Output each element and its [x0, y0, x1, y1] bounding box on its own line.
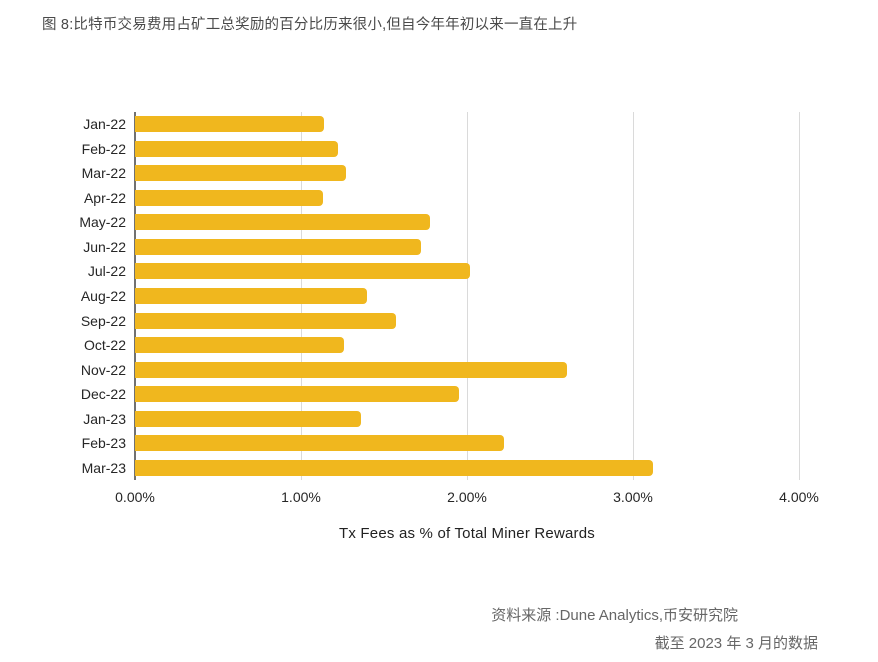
bar-row-Dec-22	[135, 382, 799, 407]
category-label-Feb-23: Feb-23	[81, 435, 126, 452]
bar-row-Mar-23	[135, 455, 799, 480]
x-tick-label-4.00%: 4.00%	[779, 489, 819, 505]
bar-row-Aug-22	[135, 284, 799, 309]
bar-row-Oct-22	[135, 333, 799, 358]
category-label-Jul-22: Jul-22	[87, 263, 126, 280]
gridline-3.00%	[633, 112, 634, 480]
bar-Jul-22	[135, 263, 471, 280]
x-tick-label-1.00%: 1.00%	[281, 489, 321, 505]
bar-Feb-23	[135, 435, 504, 452]
bar-Dec-22	[135, 386, 459, 403]
category-label-Jan-22: Jan-22	[83, 116, 126, 133]
data-cutoff-note: 截至 2023 年 3 月的数据	[654, 635, 818, 652]
bar-Nov-22	[135, 361, 567, 378]
bar-Aug-22	[135, 287, 368, 304]
category-label-Aug-22: Aug-22	[80, 287, 126, 304]
category-label-Jan-23: Jan-23	[83, 410, 126, 427]
bar-row-Jan-23	[135, 406, 799, 431]
bar-Jun-22	[135, 238, 421, 255]
bar-row-Jul-22	[135, 259, 799, 284]
bar-Feb-22	[135, 140, 338, 157]
bar-Mar-22	[135, 165, 346, 182]
bar-row-Sep-22	[135, 308, 799, 333]
category-label-Mar-22: Mar-22	[81, 165, 126, 182]
bar-row-Apr-22	[135, 186, 799, 211]
category-label-Feb-22: Feb-22	[81, 140, 126, 157]
x-tick-label-0.00%: 0.00%	[115, 489, 155, 505]
bar-Sep-22	[135, 312, 396, 329]
bar-chart-plot-area: Jan-22 Feb-22 Mar-22 Apr-22 May-22 Jun-22 Jul-…	[79, 112, 819, 505]
x-axis-label: Tx Fees as % of Total Miner Rewards	[339, 525, 595, 542]
bar-Jan-22	[135, 116, 325, 133]
category-label-Nov-22: Nov-22	[80, 361, 126, 378]
bar-Oct-22	[135, 337, 345, 354]
bar-May-22	[135, 214, 431, 231]
source-attribution: 资料来源 :Dune Analytics,币安研究院	[491, 607, 738, 624]
bar-row-Feb-23	[135, 431, 799, 456]
gridline-4.00%	[799, 112, 800, 480]
bar-row-Jun-22	[135, 235, 799, 260]
bar-row-Mar-22	[135, 161, 799, 186]
category-label-Apr-22: Apr-22	[83, 189, 126, 206]
figure-title: 图 8:比特币交易费用占矿工总奖励的百分比历来很小,但自今年年初以来一直在上升	[42, 17, 578, 33]
category-label-Oct-22: Oct-22	[83, 337, 126, 354]
x-tick-label-2.00%: 2.00%	[447, 489, 487, 505]
bar-Mar-23	[135, 459, 653, 476]
bar-row-Nov-22	[135, 357, 799, 382]
bar-Jan-23	[135, 410, 361, 427]
x-tick-label-3.00%: 3.00%	[613, 489, 653, 505]
category-label-Sep-22: Sep-22	[80, 312, 126, 329]
bar-row-Feb-22	[135, 137, 799, 162]
bar-row-Jan-22	[135, 112, 799, 137]
gridline-2.00%	[467, 112, 468, 480]
bar-row-May-22	[135, 210, 799, 235]
category-label-May-22: May-22	[79, 214, 126, 231]
category-label-Jun-22: Jun-22	[83, 238, 126, 255]
bar-Apr-22	[135, 189, 323, 206]
category-label-Mar-23: Mar-23	[81, 459, 126, 476]
category-label-Dec-22: Dec-22	[80, 386, 126, 403]
